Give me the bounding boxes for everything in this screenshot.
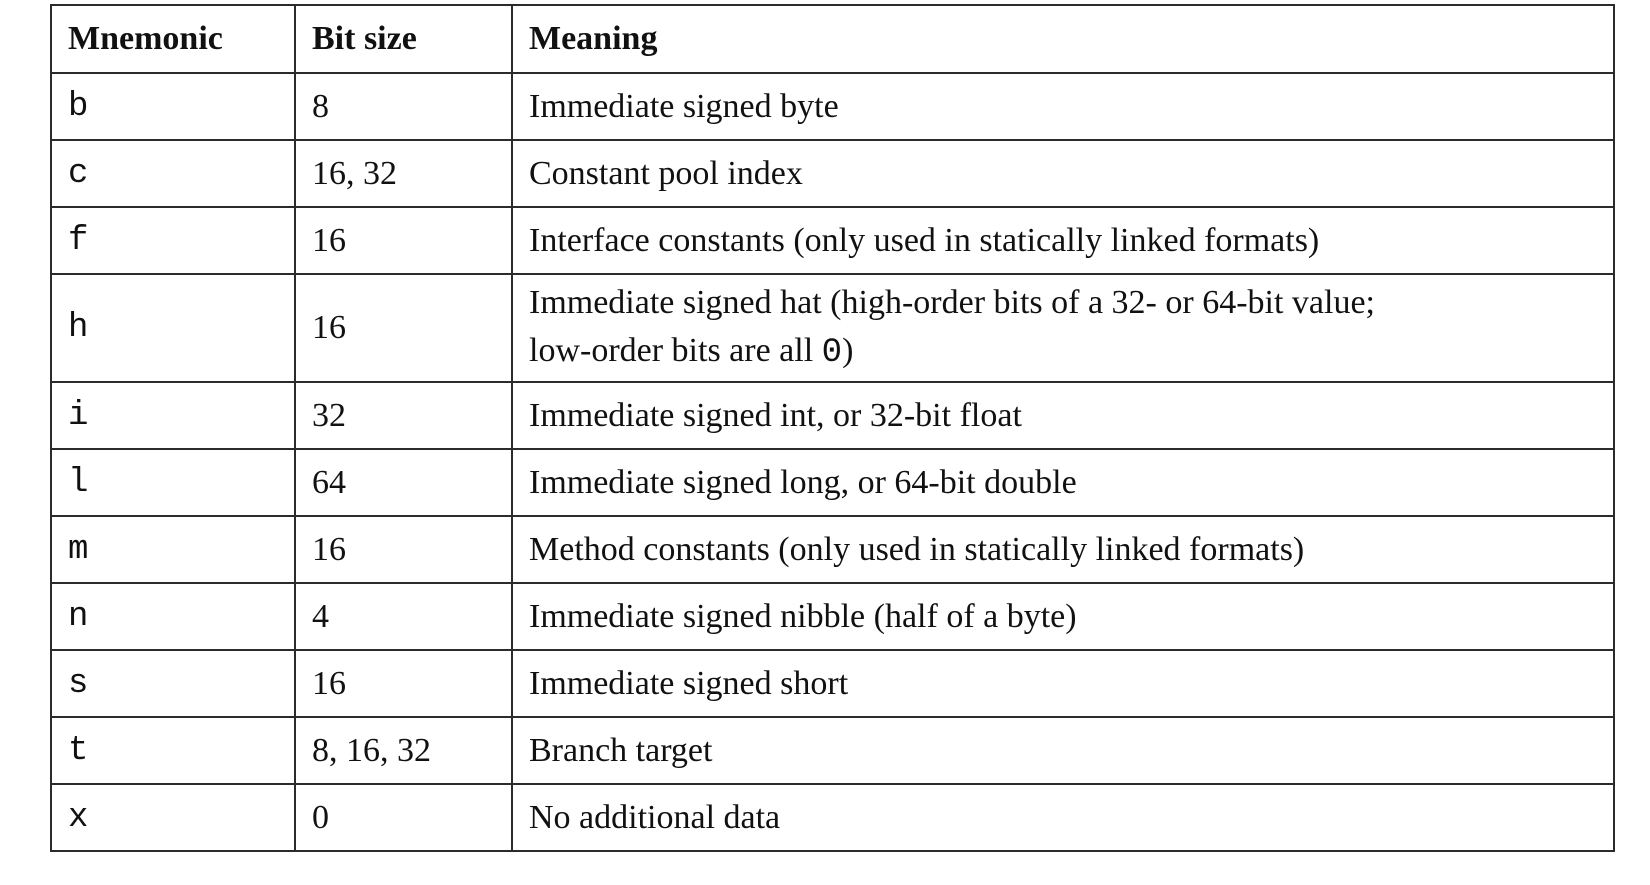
header-row: Mnemonic Bit size Meaning xyxy=(50,4,1615,74)
mnemonic-cell: n xyxy=(50,582,296,651)
mnemonic-cell: c xyxy=(50,139,296,208)
table-row: i 32 Immediate signed int, or 32-bit flo… xyxy=(50,381,1615,450)
meaning-cell: Immediate signed nibble (half of a byte) xyxy=(511,582,1615,651)
header-mnemonic: Mnemonic xyxy=(50,4,296,74)
bit-size-cell: 64 xyxy=(294,448,513,517)
meaning-cell: Immediate signed byte xyxy=(511,72,1615,141)
meaning-line-1: Immediate signed hat (high-order bits of… xyxy=(529,284,1375,321)
table-row: h 16 Immediate signed hat (high-order bi… xyxy=(50,273,1615,383)
meaning-cell: Immediate signed int, or 32-bit float xyxy=(511,381,1615,450)
mnemonic-cell: m xyxy=(50,515,296,584)
bit-size-cell: 16 xyxy=(294,273,513,383)
bit-size-cell: 8 xyxy=(294,72,513,141)
meaning-cell: Interface constants (only used in static… xyxy=(511,206,1615,275)
mnemonic-table: Mnemonic Bit size Meaning b 8 Immediate … xyxy=(50,4,1615,852)
meaning-code: 0 xyxy=(821,334,843,372)
meaning-cell: Immediate signed short xyxy=(511,649,1615,718)
meaning-cell: Method constants (only used in staticall… xyxy=(511,515,1615,584)
meaning-cell: Immediate signed long, or 64-bit double xyxy=(511,448,1615,517)
mnemonic-cell: f xyxy=(50,206,296,275)
table-row: l 64 Immediate signed long, or 64-bit do… xyxy=(50,448,1615,517)
table-row: s 16 Immediate signed short xyxy=(50,649,1615,718)
mnemonic-cell: l xyxy=(50,448,296,517)
table-row: m 16 Method constants (only used in stat… xyxy=(50,515,1615,584)
table-row: t 8, 16, 32 Branch target xyxy=(50,716,1615,785)
mnemonic-cell: i xyxy=(50,381,296,450)
mnemonic-cell: h xyxy=(50,273,296,383)
bit-size-cell: 8, 16, 32 xyxy=(294,716,513,785)
mnemonic-cell: t xyxy=(50,716,296,785)
mnemonic-cell: b xyxy=(50,72,296,141)
meaning-line-2-end: ) xyxy=(842,332,854,369)
table-row: n 4 Immediate signed nibble (half of a b… xyxy=(50,582,1615,651)
bit-size-cell: 4 xyxy=(294,582,513,651)
bit-size-cell: 32 xyxy=(294,381,513,450)
meaning-cell: No additional data xyxy=(511,783,1615,852)
bit-size-cell: 16, 32 xyxy=(294,139,513,208)
table-row: b 8 Immediate signed byte xyxy=(50,72,1615,141)
table-row: x 0 No additional data xyxy=(50,783,1615,852)
header-bit-size: Bit size xyxy=(294,4,513,74)
header-meaning: Meaning xyxy=(511,4,1615,74)
meaning-cell: Constant pool index xyxy=(511,139,1615,208)
table-row: f 16 Interface constants (only used in s… xyxy=(50,206,1615,275)
table-row: c 16, 32 Constant pool index xyxy=(50,139,1615,208)
mnemonic-cell: s xyxy=(50,649,296,718)
bit-size-cell: 16 xyxy=(294,515,513,584)
meaning-cell: Branch target xyxy=(511,716,1615,785)
mnemonic-cell: x xyxy=(50,783,296,852)
bit-size-cell: 0 xyxy=(294,783,513,852)
meaning-line-2: low-order bits are all xyxy=(529,332,822,369)
bit-size-cell: 16 xyxy=(294,649,513,718)
meaning-cell: Immediate signed hat (high-order bits of… xyxy=(511,273,1615,383)
bit-size-cell: 16 xyxy=(294,206,513,275)
